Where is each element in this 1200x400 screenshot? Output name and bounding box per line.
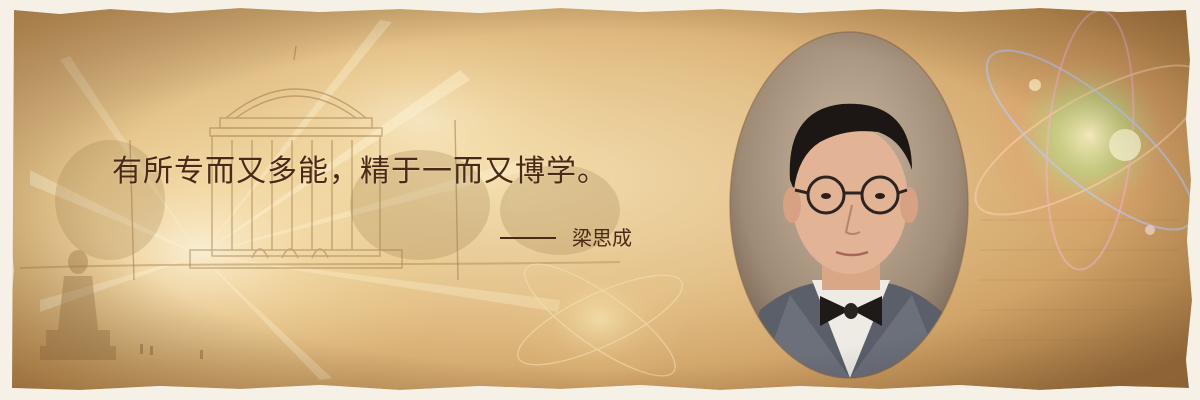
quote-attribution: 梁思成 [500, 222, 632, 251]
quote-text: 有所专而又多能，精于一而又博学。 [112, 154, 608, 189]
attribution-dash [500, 236, 556, 239]
author-name: 梁思成 [572, 226, 632, 250]
